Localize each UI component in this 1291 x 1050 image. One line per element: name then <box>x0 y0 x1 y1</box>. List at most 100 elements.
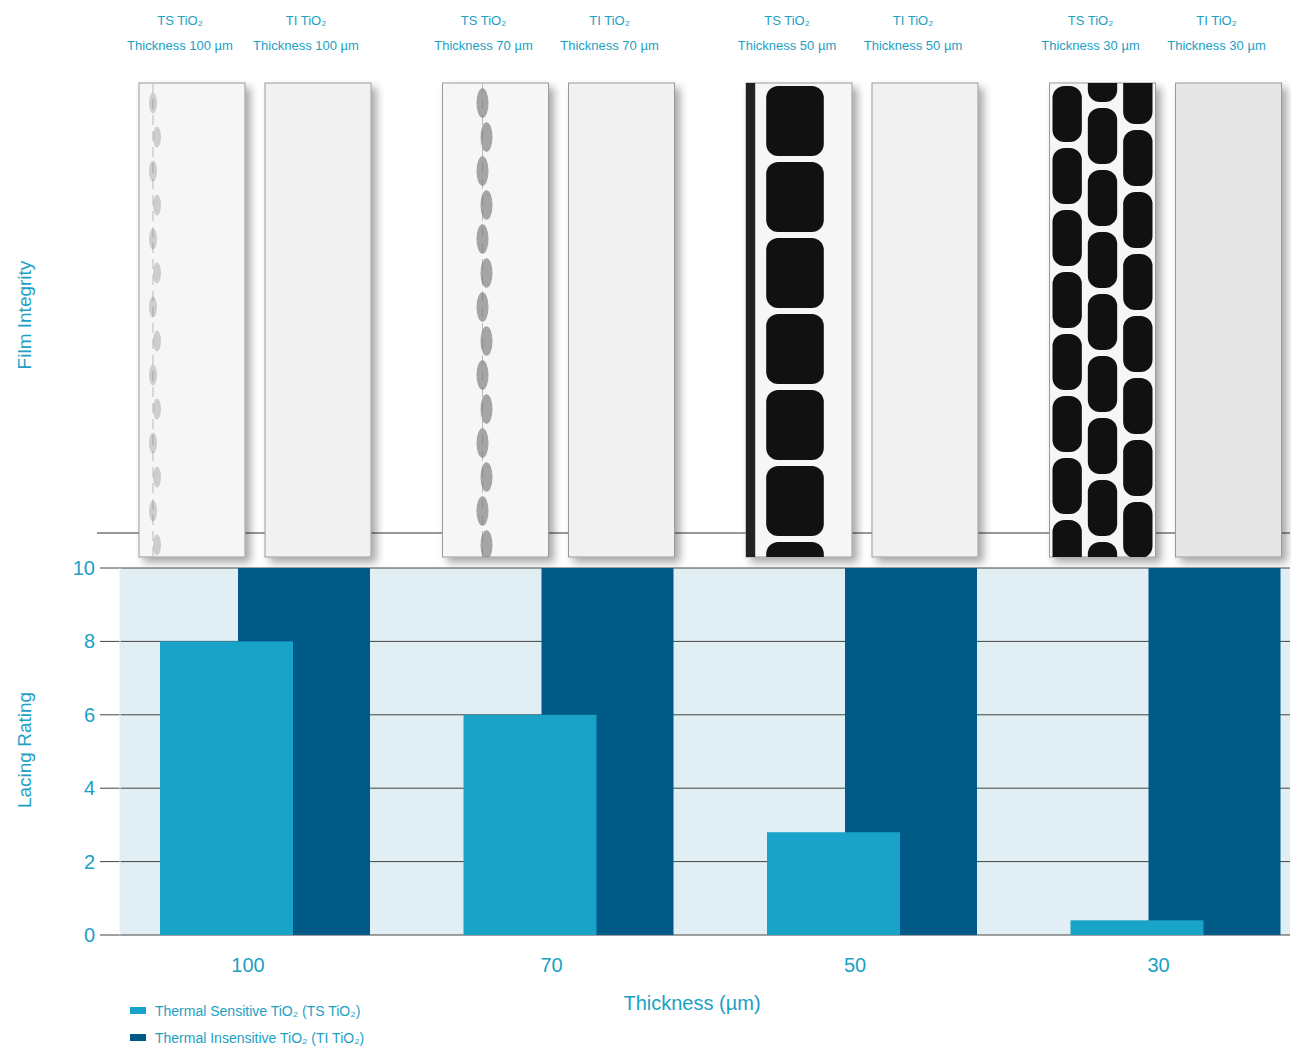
y-axis-title: Lacing Rating <box>14 692 35 808</box>
lace-hole <box>149 297 157 318</box>
lace-hole <box>766 466 824 536</box>
strip-base <box>139 83 245 557</box>
strip-base <box>569 83 675 557</box>
lace-hole <box>477 88 489 118</box>
strip-label: TS TiO₂ <box>1068 13 1114 28</box>
strip-label: Thickness 100 µm <box>127 38 233 53</box>
film-strip <box>265 83 371 557</box>
lace-hole <box>1123 192 1152 248</box>
legend: Thermal Sensitive TiO₂ (TS TiO₂)Thermal … <box>130 1003 364 1046</box>
x-tick-label: 70 <box>540 954 562 976</box>
strip-base <box>1050 83 1156 557</box>
lace-hole <box>477 224 489 254</box>
lace-hole <box>1088 480 1117 536</box>
lace-hole <box>481 394 493 424</box>
strip-label: Thickness 50 µm <box>738 38 837 53</box>
lace-hole <box>481 462 493 492</box>
bar <box>1071 920 1204 935</box>
strip-label: TS TiO₂ <box>157 13 203 28</box>
lace-hole <box>1088 418 1117 474</box>
lace-hole <box>149 501 157 522</box>
strip-label: Thickness 30 µm <box>1167 38 1266 53</box>
lace-hole <box>481 258 493 288</box>
lace-hole <box>1088 356 1117 412</box>
strip-label: TS TiO₂ <box>764 13 810 28</box>
lace-hole <box>481 190 493 220</box>
strip-label: TI TiO₂ <box>1196 13 1236 28</box>
lace-hole <box>1088 83 1117 102</box>
strip-label: Thickness 100 µm <box>253 38 359 53</box>
lacing-pattern <box>477 83 493 557</box>
lace-hole <box>766 162 824 232</box>
x-tick-label: 30 <box>1147 954 1169 976</box>
lace-hole <box>153 127 161 148</box>
lacing-pattern <box>1053 83 1153 557</box>
strip-base <box>443 83 549 557</box>
lace-hole <box>1053 334 1082 390</box>
lace-hole <box>766 86 824 156</box>
strip-label: Thickness 30 µm <box>1041 38 1140 53</box>
lace-hole <box>149 93 157 114</box>
strip-base <box>872 83 978 557</box>
lace-hole <box>149 433 157 454</box>
lace-hole <box>1123 316 1152 372</box>
bar <box>1149 568 1281 935</box>
strip-label: Thickness 70 µm <box>434 38 533 53</box>
legend-swatch <box>130 1007 146 1014</box>
lace-hole <box>477 496 489 526</box>
lace-hole <box>1123 83 1152 124</box>
lace-hole <box>477 428 489 458</box>
film-strip <box>443 83 549 560</box>
lace-hole <box>1053 210 1082 266</box>
x-axis-title: Thickness (µm) <box>623 992 760 1014</box>
strip-base <box>265 83 371 557</box>
lace-hole <box>149 229 157 250</box>
film-strip <box>1176 83 1282 557</box>
lace-hole <box>481 122 493 152</box>
lace-hole <box>1088 542 1117 557</box>
lace-hole <box>1123 378 1152 434</box>
lace-hole <box>477 360 489 390</box>
lace-hole <box>1088 108 1117 164</box>
lace-hole <box>481 326 493 356</box>
bar <box>464 715 597 935</box>
strip-label: Thickness 50 µm <box>864 38 963 53</box>
lace-hole <box>766 314 824 384</box>
lace-hole <box>153 399 161 420</box>
lace-hole <box>481 530 493 557</box>
strip-label: TI TiO₂ <box>589 13 629 28</box>
lace-hole <box>1053 396 1082 452</box>
axis-line <box>120 568 121 935</box>
plot-background <box>120 568 1290 935</box>
y-tick-label: 0 <box>84 924 95 946</box>
lace-hole <box>149 161 157 182</box>
x-tick-label: 100 <box>231 954 264 976</box>
lace-hole <box>153 535 161 556</box>
lace-hole <box>1053 520 1082 557</box>
lace-hole <box>1053 86 1082 142</box>
lace-hole <box>766 390 824 460</box>
chart: Film Integrity TS TiO₂ Thickness 100 µm TI … <box>0 0 1291 1050</box>
lace-hole <box>1088 294 1117 350</box>
y-tick-label: 10 <box>73 557 95 579</box>
lace-hole <box>766 238 824 308</box>
lace-hole <box>766 542 824 557</box>
lace-hole <box>153 195 161 216</box>
strip-base <box>1176 83 1282 557</box>
lace-hole <box>1053 148 1082 204</box>
section-title: Film Integrity <box>14 260 35 369</box>
bars <box>160 568 1281 935</box>
lace-hole <box>153 467 161 488</box>
bar <box>160 641 293 935</box>
y-tick-label: 6 <box>84 704 95 726</box>
lacing-pattern <box>746 83 824 557</box>
lace-hole <box>153 263 161 284</box>
lace-hole <box>1053 272 1082 328</box>
bar <box>767 832 900 935</box>
lace-hole <box>149 365 157 386</box>
film-strip <box>569 83 675 557</box>
lace-hole <box>1123 440 1152 496</box>
y-tick-label: 2 <box>84 851 95 873</box>
streak <box>153 83 154 557</box>
lace-hole <box>1053 458 1082 514</box>
